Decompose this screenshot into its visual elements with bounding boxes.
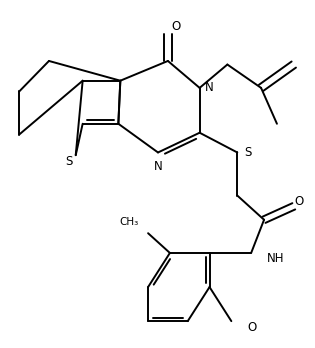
Text: S: S	[244, 146, 252, 159]
Text: O: O	[294, 195, 303, 208]
Text: N: N	[204, 81, 213, 94]
Text: O: O	[247, 321, 256, 334]
Text: N: N	[154, 160, 162, 173]
Text: CH₃: CH₃	[119, 218, 138, 228]
Text: S: S	[65, 155, 72, 168]
Text: O: O	[171, 21, 180, 33]
Text: NH: NH	[267, 252, 284, 265]
